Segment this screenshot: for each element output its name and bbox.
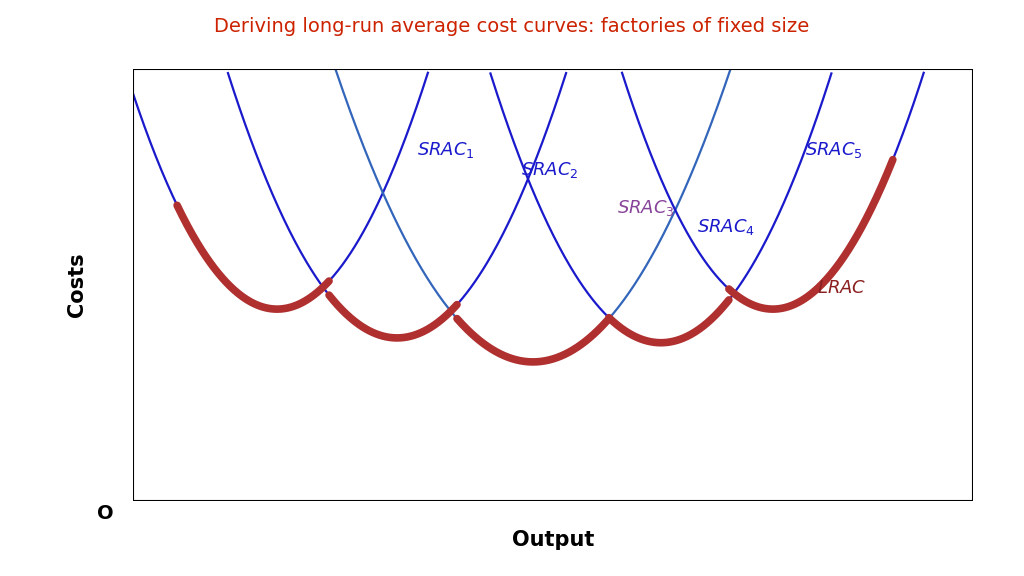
Text: O: O xyxy=(97,503,114,522)
Text: $\mathit{SRAC}_{2}$: $\mathit{SRAC}_{2}$ xyxy=(521,160,579,180)
Text: $\mathit{LRAC}$: $\mathit{LRAC}$ xyxy=(817,279,866,297)
Text: $\mathit{SRAC}_{1}$: $\mathit{SRAC}_{1}$ xyxy=(417,141,475,160)
Text: $\mathit{SRAC}_{4}$: $\mathit{SRAC}_{4}$ xyxy=(697,217,755,237)
Text: $\mathit{SRAC}_{3}$: $\mathit{SRAC}_{3}$ xyxy=(616,198,675,218)
Text: Output: Output xyxy=(512,530,594,550)
Text: $\mathit{SRAC}_{5}$: $\mathit{SRAC}_{5}$ xyxy=(805,141,862,160)
Text: Deriving long-run average cost curves: factories of fixed size: Deriving long-run average cost curves: f… xyxy=(214,17,810,36)
Text: Costs: Costs xyxy=(68,253,87,317)
